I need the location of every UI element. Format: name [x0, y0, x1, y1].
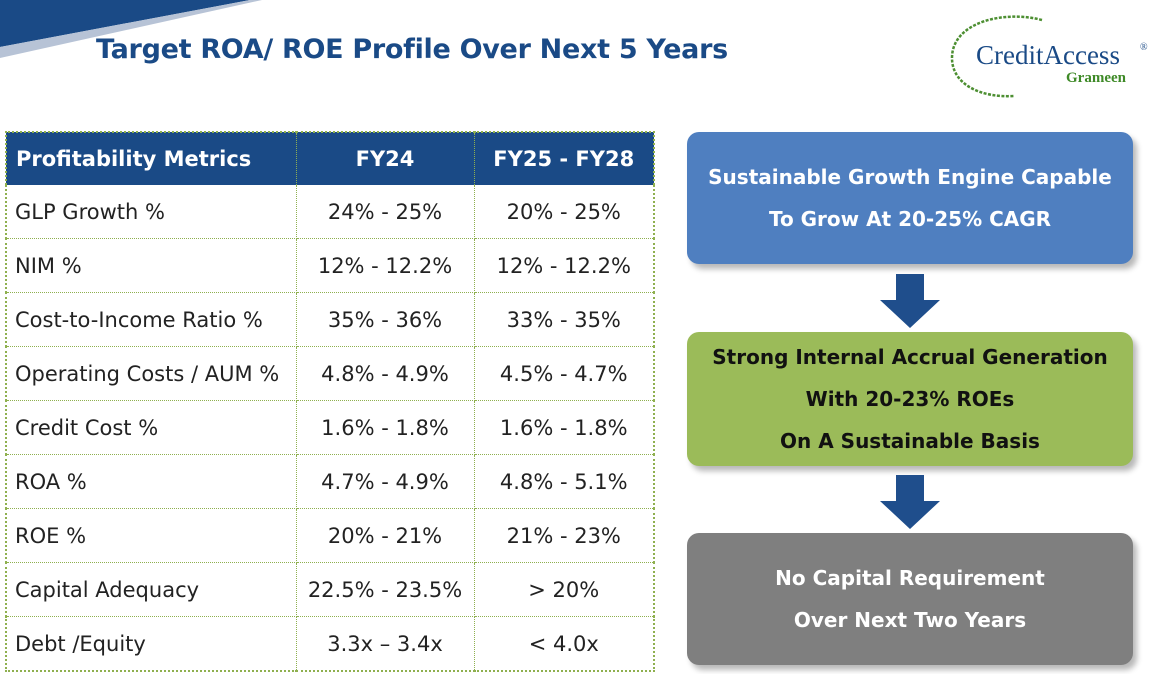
table-row: GLP Growth % 24% - 25% 20% - 25% — [6, 185, 655, 239]
table-header-row: Profitability Metrics FY24 FY25 - FY28 — [6, 132, 655, 185]
table-row: ROE % 20% - 21% 21% - 23% — [6, 508, 655, 563]
fy24-value: 20% - 21% — [296, 508, 475, 563]
metric-name: NIM % — [6, 238, 297, 293]
logo-wordmark: CreditAccess — [976, 40, 1120, 70]
page-title: Target ROA/ ROE Profile Over Next 5 Year… — [96, 34, 728, 65]
fy24-value: 35% - 36% — [296, 292, 475, 347]
fy25-fy28-value: 1.6% - 1.8% — [474, 400, 655, 455]
box-text-line: No Capital Requirement — [775, 566, 1045, 590]
capital-requirement-box: No Capital Requirement Over Next Two Yea… — [687, 533, 1133, 665]
column-header-metric: Profitability Metrics — [6, 132, 297, 185]
table-row: Debt /Equity 3.3x – 3.4x < 4.0x — [6, 616, 655, 672]
fy25-fy28-value: 4.8% - 5.1% — [474, 454, 655, 509]
company-logo: CreditAccess ® Grameen — [944, 12, 1148, 102]
profitability-metrics-table: Profitability Metrics FY24 FY25 - FY28 G… — [5, 131, 655, 672]
box-text-line: To Grow At 20-25% CAGR — [768, 207, 1052, 231]
column-header-fy24: FY24 — [296, 132, 475, 185]
down-arrow-icon — [880, 274, 940, 328]
table-row: ROA % 4.7% - 4.9% 4.8% - 5.1% — [6, 454, 655, 509]
metric-name: Operating Costs / AUM % — [6, 346, 297, 401]
fy25-fy28-value: 4.5% - 4.7% — [474, 346, 655, 401]
fy25-fy28-value: > 20% — [474, 562, 655, 617]
header-corner-swoosh — [0, 0, 262, 58]
fy24-value: 4.7% - 4.9% — [296, 454, 475, 509]
fy25-fy28-value: < 4.0x — [474, 616, 655, 672]
fy24-value: 4.8% - 4.9% — [296, 346, 475, 401]
fy24-value: 22.5% - 23.5% — [296, 562, 475, 617]
metric-name: Debt /Equity — [6, 616, 297, 672]
table-row: Capital Adequacy 22.5% - 23.5% > 20% — [6, 562, 655, 617]
fy25-fy28-value: 33% - 35% — [474, 292, 655, 347]
box-text-line: Over Next Two Years — [793, 608, 1027, 632]
table-row: NIM % 12% - 12.2% 12% - 12.2% — [6, 238, 655, 293]
table-row: Operating Costs / AUM % 4.8% - 4.9% 4.5%… — [6, 346, 655, 401]
box-text-line: With 20-23% ROEs — [805, 387, 1015, 411]
internal-accrual-box: Strong Internal Accrual Generation With … — [687, 332, 1133, 466]
box-text-line: Strong Internal Accrual Generation — [712, 345, 1108, 369]
metric-name: Cost-to-Income Ratio % — [6, 292, 297, 347]
table-row: Cost-to-Income Ratio % 35% - 36% 33% - 3… — [6, 292, 655, 347]
fy25-fy28-value: 20% - 25% — [474, 185, 655, 239]
metric-name: ROE % — [6, 508, 297, 563]
metric-name: Credit Cost % — [6, 400, 297, 455]
logo-registered-mark: ® — [1140, 42, 1148, 53]
box-text-line: On A Sustainable Basis — [780, 429, 1040, 453]
logo-swirl-icon — [950, 15, 1043, 98]
down-arrow-icon — [880, 475, 940, 529]
fy25-fy28-value: 21% - 23% — [474, 508, 655, 563]
metric-name: ROA % — [6, 454, 297, 509]
table-row: Credit Cost % 1.6% - 1.8% 1.6% - 1.8% — [6, 400, 655, 455]
column-header-fy25-fy28: FY25 - FY28 — [474, 132, 655, 185]
growth-engine-box: Sustainable Growth Engine Capable To Gro… — [687, 132, 1133, 264]
fy24-value: 12% - 12.2% — [296, 238, 475, 293]
fy24-value: 24% - 25% — [296, 185, 475, 239]
metric-name: Capital Adequacy — [6, 562, 297, 617]
box-text-line: Sustainable Growth Engine Capable — [708, 165, 1112, 189]
fy24-value: 1.6% - 1.8% — [296, 400, 475, 455]
logo-subtext: Grameen — [1066, 70, 1126, 86]
fy25-fy28-value: 12% - 12.2% — [474, 238, 655, 293]
metric-name: GLP Growth % — [6, 185, 297, 239]
fy24-value: 3.3x – 3.4x — [296, 616, 475, 672]
